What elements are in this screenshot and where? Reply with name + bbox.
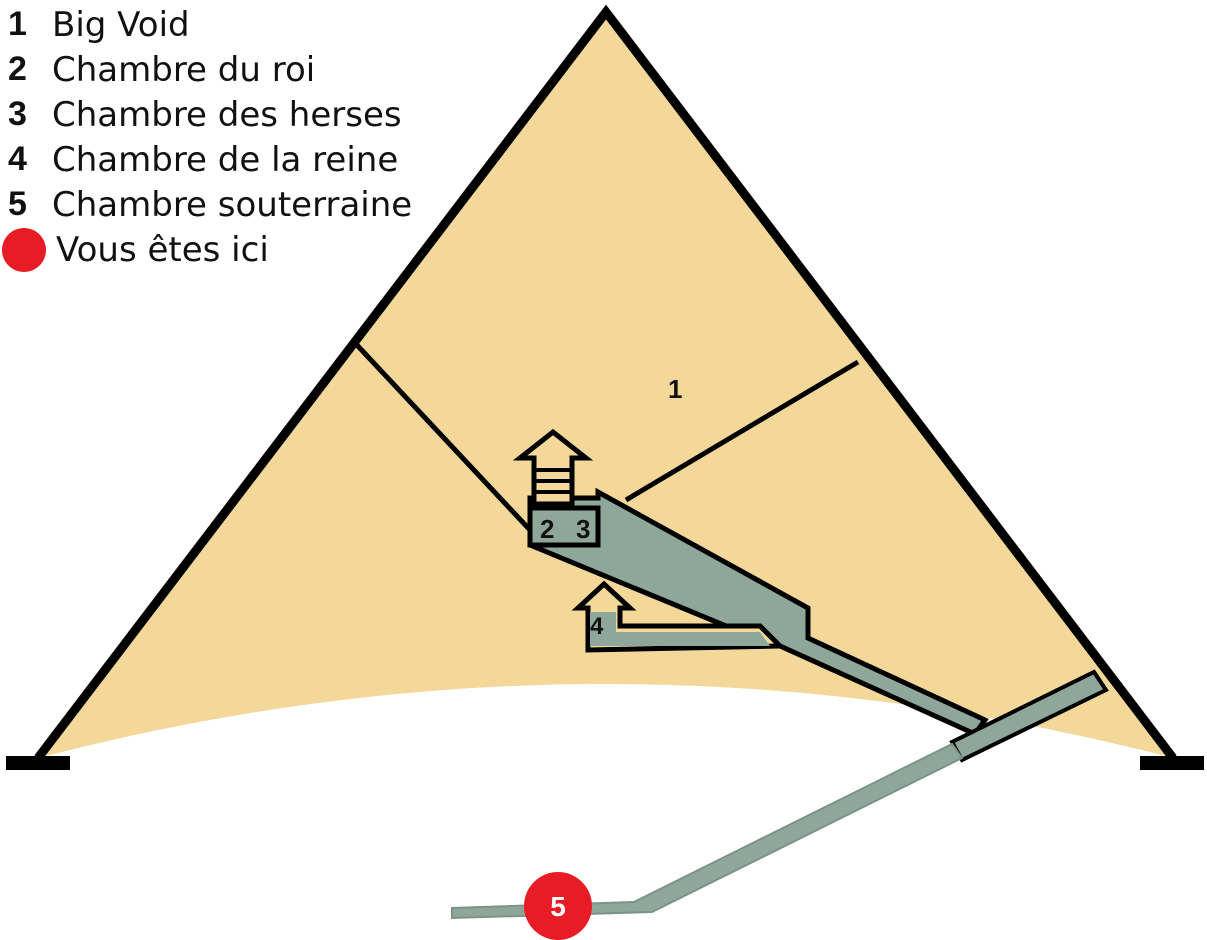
legend-label: Chambre des herses — [52, 94, 402, 135]
marker-queens-chamber: 4 — [590, 613, 604, 640]
legend-item-you-are-here: Vous êtes ici — [2, 227, 412, 272]
marker-kings-chamber: 2 — [540, 514, 554, 544]
legend: 1 Big Void 2 Chambre du roi 3 Chambre de… — [2, 2, 412, 272]
legend-label: Chambre souterraine — [52, 184, 413, 225]
marker-big-void: 1 — [668, 374, 682, 404]
kings-chamber — [527, 505, 601, 548]
legend-item: 5 Chambre souterraine — [8, 182, 412, 227]
pyramid-outline — [34, 4, 1177, 761]
legend-number: 1 — [8, 5, 27, 43]
queens-chamber — [590, 612, 770, 646]
legend-item: 3 Chambre des herses — [8, 92, 412, 137]
pyramid-body — [38, 12, 1173, 758]
base-right — [1140, 756, 1204, 770]
void-line-left — [354, 342, 532, 532]
legend-label: Chambre de la reine — [52, 139, 399, 180]
marker-portcullis-chamber: 3 — [576, 514, 590, 544]
you-are-here-marker — [524, 872, 592, 940]
legend-item: 4 Chambre de la reine — [8, 137, 412, 182]
legend-number: 4 — [8, 140, 27, 178]
marker-subterranean-chamber: 5 — [550, 891, 566, 922]
legend-item: 1 Big Void — [8, 2, 412, 47]
you-are-here-label: Vous êtes ici — [56, 229, 269, 270]
legend-number: 2 — [8, 50, 27, 88]
red-dot-icon — [2, 227, 46, 272]
base-left — [6, 756, 70, 770]
legend-number: 3 — [8, 95, 27, 133]
legend-number: 5 — [8, 185, 27, 223]
descending-passage-upper — [949, 669, 1109, 763]
legend-item: 2 Chambre du roi — [8, 47, 412, 92]
legend-label: Chambre du roi — [52, 49, 316, 90]
descending-passage-lower — [451, 742, 964, 920]
void-line-right — [624, 359, 860, 503]
legend-label: Big Void — [52, 4, 190, 45]
